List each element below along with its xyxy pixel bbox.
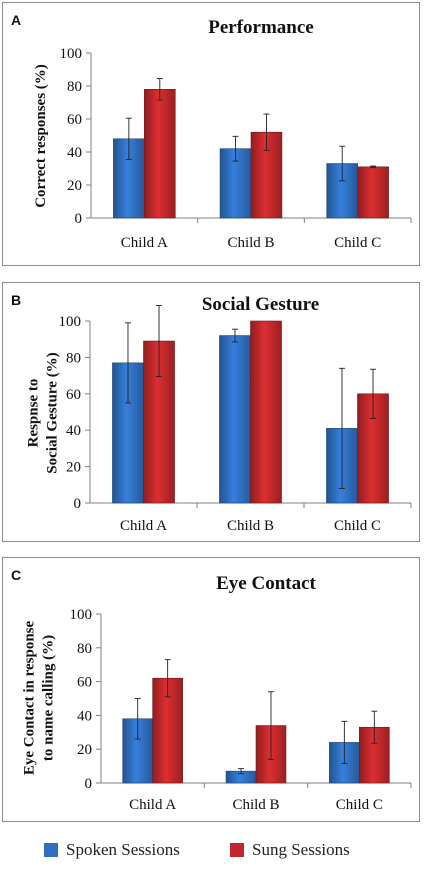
x-tick-label: Child A [120,518,167,534]
y-tick-label: 100 [70,607,93,623]
chart-panel-a: A Performance Correct responses (%) 0 20 40 60… [2,2,420,266]
y-tick-label: 40 [77,708,92,724]
panel-label: B [11,292,21,308]
y-axis-label: Social Gesture (%) [45,352,61,473]
y-tick-label: 0 [85,776,93,792]
panel-label: A [11,12,21,28]
legend-label-sung: Sung Sessions [252,840,350,859]
y-tick-label: 0 [74,496,82,512]
y-tick-label: 80 [67,79,82,95]
y-tick-label: 60 [77,675,92,691]
y-tick-label: 20 [67,178,82,194]
chart-b: B Social Gesture Respnse to Social Gesture … [11,292,412,534]
y-tick-label: 20 [77,742,92,758]
y-tick-label: 60 [67,112,82,128]
x-tick-label: Child C [334,518,381,534]
chart-panel-c: C Eye Contact Eye Contact in response to na… [2,557,420,822]
y-tick-label: 80 [77,641,92,657]
legend-item-sung: Sung Sessions [230,840,350,860]
y-axis-label: Respnse to [26,379,42,448]
x-tick-label: Child B [232,797,279,813]
legend-swatch-sung [230,843,244,857]
chart-legend: Spoken Sessions Sung Sessions [40,840,400,866]
x-tick-label: Child B [227,235,274,251]
bar-sung [144,89,176,219]
bar-spoken [219,335,251,504]
x-tick-label: Child B [227,518,274,534]
y-tick-label: 100 [60,46,83,62]
y-axis-label: Eye Contact in response [22,621,38,776]
bar-sung [250,320,282,504]
chart-c: C Eye Contact Eye Contact in response to na… [11,567,412,813]
y-tick-label: 80 [66,350,81,366]
legend-swatch-spoken [44,843,58,857]
chart-a: A Performance Correct responses (%) 0 20 40 60… [11,12,412,251]
x-tick-label: Child A [121,235,168,251]
bar-sung [357,166,389,219]
x-tick-label: Child C [334,235,381,251]
x-tick-label: Child C [336,797,383,813]
y-tick-label: 20 [66,460,81,476]
legend-label-spoken: Spoken Sessions [66,840,180,859]
chart-title: Social Gesture [202,294,319,315]
y-tick-label: 40 [67,145,82,161]
y-tick-label: 100 [59,314,82,330]
y-tick-label: 0 [75,211,83,227]
panel-label: C [11,567,21,583]
chart-title: Eye Contact [216,573,316,594]
chart-panel-b: B Social Gesture Respnse to Social Gesture … [2,282,420,542]
legend-item-spoken: Spoken Sessions [44,840,180,860]
y-axis-label: to name calling (%) [41,635,57,761]
y-axis-label: Correct responses (%) [33,64,49,208]
x-tick-label: Child A [129,797,176,813]
chart-title: Performance [208,17,314,38]
y-tick-label: 40 [66,423,81,439]
y-tick-label: 60 [66,387,81,403]
